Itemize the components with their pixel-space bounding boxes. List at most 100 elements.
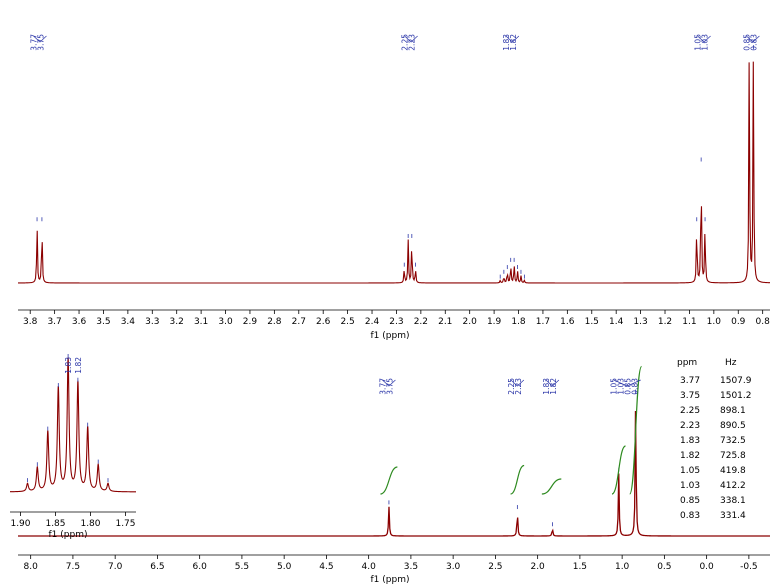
bottom-integral-curve [611, 445, 627, 495]
inset-peak-label: 1.83 [64, 357, 73, 374]
peak-table-hz-cell: 338.1 [720, 496, 746, 506]
inset-tick-label: 1.90 [10, 519, 30, 529]
bottom-label-bracket [510, 379, 525, 387]
top-tick-label: 1.5 [585, 317, 599, 327]
inset-spectrum-trace [10, 354, 136, 493]
peak-table-hz-cell: 898.1 [720, 406, 746, 416]
peak-table-hz-cell: 419.8 [720, 466, 746, 476]
bottom-peak-label: 3.75 [385, 378, 394, 395]
peak-table-rows: 3.77 1507.9 3.75 1501.2 2.25 898.1 2.23 890.5 1.… [680, 376, 752, 521]
bottom-peak-label: 1.82 [549, 378, 558, 395]
bottom-tick-label: 1.5 [573, 562, 587, 572]
inset-spectrum-panel: 1.83 1.82 1.90 1.85 1.80 1.75 f1 (ppm) [10, 354, 136, 540]
top-tick-label: 3.3 [145, 317, 159, 327]
peak-table-ppm-cell: 3.77 [680, 376, 700, 386]
top-label-bracket [505, 35, 520, 43]
bottom-tick-label: 7.0 [108, 562, 123, 572]
top-tick-label: 2.7 [292, 317, 306, 327]
top-tick-label: 1.7 [536, 317, 550, 327]
top-peak-label: 2.25 [401, 34, 410, 51]
top-tick-label: 2.1 [438, 317, 452, 327]
bottom-tick-label: 5.0 [277, 562, 292, 572]
bottom-peak-label: 2.23 [514, 378, 523, 395]
peak-table-hz-cell: 732.5 [720, 436, 746, 446]
top-peak-label: 2.23 [408, 34, 417, 51]
top-tick-label: 3.5 [96, 317, 110, 327]
top-tick-label: 2.9 [243, 317, 258, 327]
bottom-tick-label: 1.0 [615, 562, 630, 572]
inset-x-axis: 1.90 1.85 1.80 1.75 [10, 511, 136, 529]
bottom-peak-label: 1.03 [617, 378, 626, 395]
top-tick-label: 1.2 [658, 317, 672, 327]
inset-tick-label: 1.80 [80, 519, 100, 529]
top-peak-label: 1.03 [701, 34, 710, 51]
top-tick-label: 3.8 [23, 317, 38, 327]
peak-table-hz-cell: 412.2 [720, 481, 746, 491]
top-tick-label: 2.3 [389, 317, 403, 327]
top-label-bracket [33, 35, 47, 43]
top-peak-label: 1.82 [509, 34, 518, 51]
inset-peak-labels: 1.83 1.82 [64, 357, 83, 374]
top-tick-label: 3.7 [47, 317, 61, 327]
top-tick-label: 3.1 [194, 317, 208, 327]
top-tick-label: 3.6 [72, 317, 87, 327]
top-tick-label: 2.5 [340, 317, 354, 327]
bottom-tick-label: 0.5 [657, 562, 671, 572]
peak-table-hz-cell: 331.4 [720, 511, 746, 521]
top-tick-label: 3.4 [121, 317, 136, 327]
top-tick-label: 1.1 [682, 317, 696, 327]
top-x-axis-label: f1 (ppm) [371, 331, 410, 341]
peak-table-hz-cell: 725.8 [720, 451, 746, 461]
inset-peak-label: 1.82 [74, 357, 83, 374]
top-tick-label: 2.6 [316, 317, 331, 327]
inset-x-axis-label: f1 (ppm) [49, 530, 88, 540]
top-tick-label: 2.4 [365, 317, 380, 327]
top-tick-label: 1.6 [560, 317, 575, 327]
top-tick-label: 2.0 [463, 317, 478, 327]
top-tick-label: 3.0 [218, 317, 233, 327]
bottom-integral-curves [380, 365, 643, 495]
top-peak-labels: 3.773.75 2.252.23 1.831.82 1.051.03 0.850.83 [29, 34, 760, 51]
peak-table-hz-cell: 1507.9 [720, 376, 752, 386]
top-label-bracket [746, 35, 760, 43]
top-peak-label: 1.05 [694, 34, 703, 51]
top-tick-label: 1.8 [511, 317, 526, 327]
top-trace-path [17, 61, 771, 284]
peak-table-ppm-cell: 1.83 [680, 436, 700, 446]
bottom-tick-label: 6.5 [150, 562, 164, 572]
bottom-peak-label: 2.25 [507, 378, 516, 395]
bottom-peak-labels: 3.773.75 2.252.23 1.831.82 1.051.030.850.83 [378, 378, 641, 395]
bottom-peak-label: 1.83 [542, 378, 551, 395]
bottom-tick-label: 3.0 [446, 562, 461, 572]
bottom-peak-label: 3.77 [378, 378, 387, 395]
bottom-x-axis: 8.0 7.5 7.0 6.5 6.0 5.5 5.0 4.5 4.0 3.5 3.0 2.5 2.0 1… [18, 554, 770, 572]
bottom-peak-label: 0.83 [631, 378, 640, 395]
peak-table-ppm-cell: 0.85 [680, 496, 700, 506]
bottom-tick-label: 8.0 [24, 562, 39, 572]
top-tick-label: 3.2 [170, 317, 184, 327]
top-spectrum-panel: 3.773.75 2.252.23 1.831.82 1.051.03 0.850.83… [17, 34, 771, 341]
inset-tick-label: 1.75 [115, 519, 135, 529]
bottom-integral-curve [629, 365, 643, 495]
bottom-integral-curve [541, 478, 562, 495]
peak-table-ppm-cell: 1.03 [680, 481, 700, 491]
top-label-bracket [404, 35, 418, 43]
inset-trace-path [10, 357, 136, 493]
bottom-spectrum-panel: 3.773.75 2.252.23 1.831.82 1.051.030.850.83… [18, 365, 770, 585]
peak-table-ppm-cell: 2.25 [680, 406, 700, 416]
top-spectrum-trace [17, 38, 771, 284]
bottom-peak-label: 0.85 [624, 378, 633, 395]
top-label-bracket [697, 35, 711, 43]
inset-tick-label: 1.85 [45, 519, 65, 529]
top-tick-label: 1.9 [487, 317, 502, 327]
top-tick-label: 1.4 [609, 317, 624, 327]
peak-table: ppm Hz 3.77 1507.9 3.75 1501.2 2.25 898.1 2.23… [677, 358, 752, 521]
top-tick-label: 2.8 [267, 317, 282, 327]
bottom-tick-label: 2.0 [530, 562, 545, 572]
top-tick-label: 2.2 [414, 317, 428, 327]
bottom-spectrum-trace [18, 389, 770, 537]
bottom-label-bracket [382, 379, 396, 387]
top-peak-label: 0.83 [749, 34, 758, 51]
peak-table-hz-cell: 890.5 [720, 421, 746, 431]
peak-table-header-ppm: ppm [677, 358, 697, 368]
